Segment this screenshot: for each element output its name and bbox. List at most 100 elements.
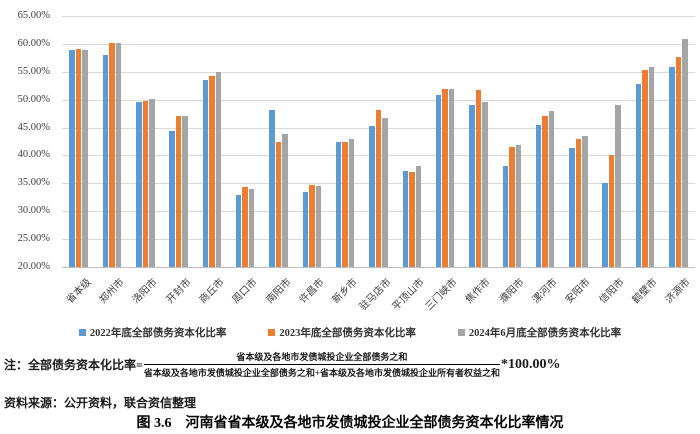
bar xyxy=(302,192,309,267)
y-axis-tick-label: 50.00% xyxy=(17,93,50,105)
x-axis-category-label: 漯河市 xyxy=(530,276,560,306)
legend-swatch xyxy=(457,329,465,336)
legend-item: 2024年6月底全部债务资本化比率 xyxy=(457,325,622,340)
legend-label: 2024年6月底全部债务资本化比率 xyxy=(468,328,622,339)
bar xyxy=(175,115,182,267)
y-axis: 65.00% 60.00% 55.00% 50.00% 45.00% 40.00% 35.0… xyxy=(0,10,56,272)
x-axis-category-label: 三门峡市 xyxy=(423,276,460,313)
bar xyxy=(575,138,582,267)
bar-group xyxy=(535,111,555,267)
bar xyxy=(102,54,109,267)
x-axis-category-label: 鹤壁市 xyxy=(630,276,660,306)
bar-group xyxy=(335,138,355,267)
bar-chart: 65.00% 60.00% 55.00% 50.00% 45.00% 40.00% 35.0… xyxy=(0,10,700,340)
bar-group xyxy=(102,42,122,267)
bar xyxy=(315,186,322,267)
x-axis-category-label: 濮阳市 xyxy=(497,276,527,306)
bar xyxy=(309,185,315,267)
bar xyxy=(369,125,375,267)
x-axis-category-label: 焦作市 xyxy=(464,276,494,306)
bar xyxy=(282,134,288,267)
bar xyxy=(235,194,242,267)
bar-group xyxy=(569,136,588,267)
bar-group xyxy=(269,109,288,267)
bar xyxy=(342,142,348,267)
legend-label: 2022年底全部债务资本化比率 xyxy=(89,328,227,339)
note-suffix: *100.00% xyxy=(500,356,561,372)
bar xyxy=(435,95,442,267)
bar xyxy=(542,116,548,267)
bar xyxy=(675,57,682,267)
x-axis-category-label: 郑州市 xyxy=(97,276,127,306)
bar-group xyxy=(602,105,621,267)
legend-item: 2022年底全部债务资本化比率 xyxy=(78,325,227,340)
x-axis-category-label: 许昌市 xyxy=(297,276,327,306)
bar xyxy=(335,142,342,267)
bar xyxy=(115,42,122,267)
y-axis-tick-label: 40.00% xyxy=(17,149,50,161)
x-axis-category-label: 南阳市 xyxy=(264,276,294,306)
x-axis-line xyxy=(62,267,695,268)
legend-item: 2023年底全部债务资本化比率 xyxy=(268,325,416,340)
bar xyxy=(648,66,655,267)
bar-group xyxy=(369,110,388,267)
bar xyxy=(202,79,209,267)
y-axis-tick-label: 30.00% xyxy=(17,205,50,217)
source-note: 资料来源：公开资料，联合资信整理 xyxy=(4,396,197,410)
plot-area xyxy=(62,16,695,268)
gridline xyxy=(62,71,695,73)
note-prefix: 注：全部债务资本化比率= xyxy=(4,358,143,372)
legend-swatch xyxy=(78,329,86,336)
x-axis-category-label: 安阳市 xyxy=(564,276,593,306)
bar xyxy=(382,118,388,267)
bar xyxy=(615,105,621,267)
x-axis-category-label: 平顶山市 xyxy=(390,276,427,313)
bar xyxy=(402,170,409,267)
bar-group xyxy=(169,115,188,267)
legend: 2022年底全部债务资本化比率 2023年底全部债务资本化比率 2024年6月底全部… xyxy=(0,325,700,340)
bar xyxy=(502,166,508,267)
bar xyxy=(136,102,142,267)
bar-group xyxy=(69,49,88,267)
x-axis-category-label: 省本级 xyxy=(64,276,94,306)
bar-group xyxy=(469,89,488,267)
gridline xyxy=(62,43,695,45)
bar xyxy=(269,109,275,267)
y-axis-tick-label: 45.00% xyxy=(17,121,50,133)
bar-group xyxy=(635,66,655,267)
x-axis-category-label: 信阳市 xyxy=(597,276,627,306)
bar xyxy=(215,71,222,267)
x-axis-labels: 省本级 郑州市 洛阳市 开封市 商丘市 周口市 南阳市 许昌市 新乡市 驻马店市 平顶山市 三门峡市焦… xyxy=(62,270,695,322)
bar xyxy=(109,42,115,267)
fraction: 省本级及各地市发债城投企业全部债务之和 省本级及各地市发债城投企业全部债务之和+省… xyxy=(143,350,500,379)
bar-group xyxy=(669,38,688,267)
bar xyxy=(375,110,382,267)
fraction-numerator: 省本级及各地市发债城投企业全部债务之和 xyxy=(143,350,500,365)
bar xyxy=(582,136,588,267)
bar xyxy=(142,101,149,267)
bar-group xyxy=(136,99,155,267)
figure-caption: 图 3.6 河南省省本级及各地市发债城投企业全部债务资本化比率情况 xyxy=(136,416,564,431)
x-axis-category-label: 商丘市 xyxy=(197,276,227,306)
bar-group xyxy=(502,145,521,267)
bar xyxy=(448,88,455,267)
x-axis-category-label: 济源市 xyxy=(663,276,693,306)
bar xyxy=(475,89,482,267)
x-axis-category-label: 周口市 xyxy=(230,276,260,306)
y-axis-tick-label: 55.00% xyxy=(17,65,50,77)
x-axis-category-label: 驻马店市 xyxy=(357,276,394,313)
bar xyxy=(415,166,422,267)
bar xyxy=(548,111,555,267)
bar xyxy=(682,38,688,267)
gridline xyxy=(62,99,695,101)
bar xyxy=(535,124,542,267)
bar xyxy=(209,75,215,267)
bar xyxy=(635,84,642,267)
bar xyxy=(642,70,648,267)
bar-group xyxy=(202,71,222,267)
bar xyxy=(442,89,448,267)
bar xyxy=(602,183,608,267)
bar xyxy=(409,171,415,267)
bar xyxy=(242,187,248,267)
